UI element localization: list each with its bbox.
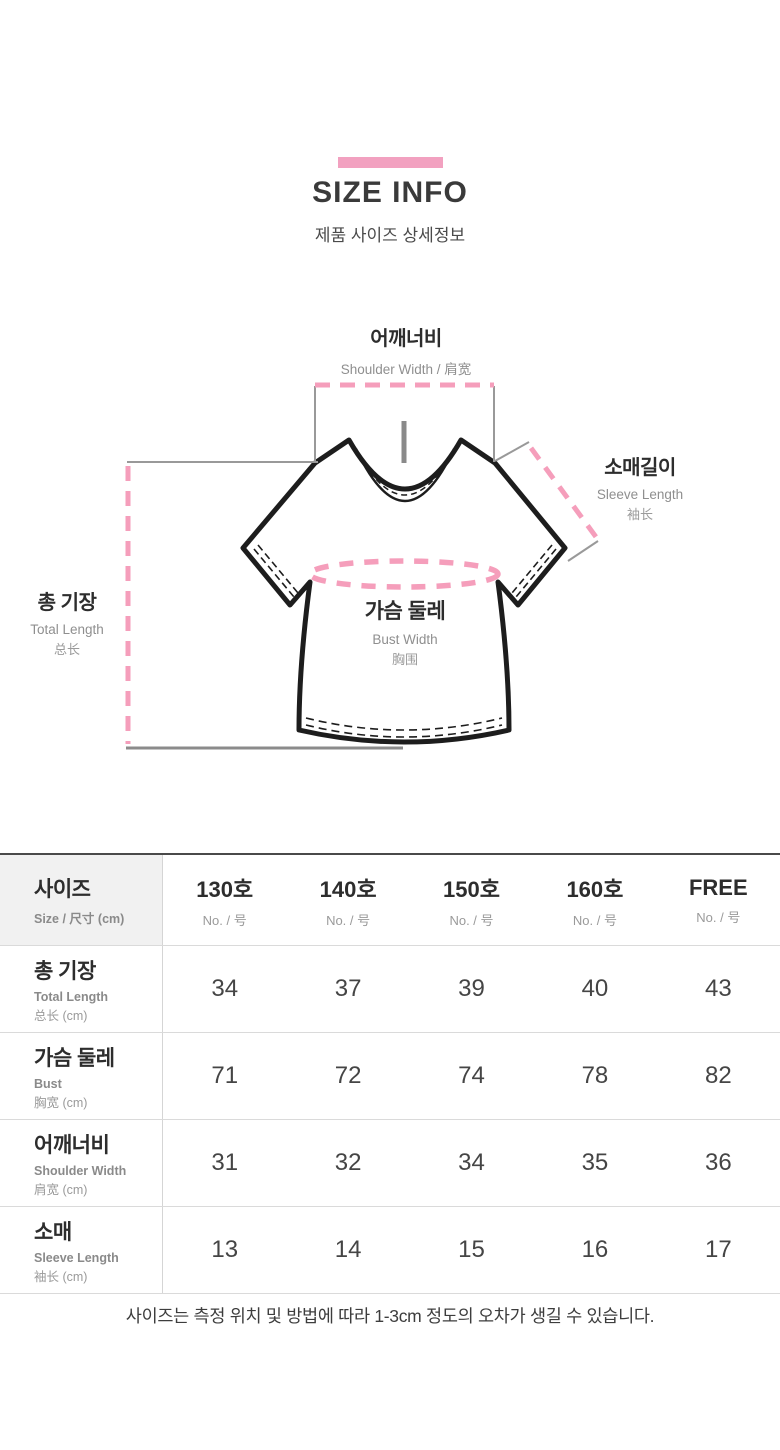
size-cell: 39 <box>458 975 485 1002</box>
sleeve-length-label: 소매길이 Sleeve Length 袖长 <box>597 451 683 523</box>
bust-width-label-ko: 가슴 둘레 <box>364 600 446 623</box>
column-header-sub: No. / 号 <box>202 912 247 928</box>
row-label: 소매 Sleeve Length 袖长 (cm) <box>0 1207 163 1293</box>
row-label: 총 기장 Total Length 总长 (cm) <box>0 946 163 1032</box>
tshirt-illustration <box>125 382 599 750</box>
column-header-name: 140호 <box>319 876 377 902</box>
row-label-zh: 总长 (cm) <box>34 1008 88 1023</box>
size-cell: 74 <box>458 1062 485 1089</box>
hem-stitch <box>305 717 503 738</box>
table-row-bust: 가슴 둘레 Bust 胸宽 (cm) 71 72 74 78 82 <box>0 1033 780 1120</box>
collar-inner-edge <box>354 448 456 503</box>
row-label: 어깨너비 Shoulder Width 肩宽 (cm) <box>0 1120 163 1206</box>
total-length-label-zh: 总长 <box>53 642 80 657</box>
column-header-150: 150호 No. / 号 <box>410 855 533 945</box>
column-header-140: 140호 No. / 号 <box>286 855 409 945</box>
table-header-row: 사이즈 Size / 尺寸 (cm) 130호 No. / 号 140호 No.… <box>0 855 780 946</box>
row-label-en: Bust <box>34 1076 62 1091</box>
table-header-size-cell: 사이즈 Size / 尺寸 (cm) <box>0 855 163 945</box>
row-label-ko: 총 기장 <box>34 959 96 983</box>
row-label-zh: 胸宽 (cm) <box>34 1095 88 1110</box>
shoulder-width-label: 어깨너비 Shoulder Width / 肩宽 <box>341 322 472 378</box>
row-label-en: Sleeve Length <box>34 1250 119 1265</box>
collar-stitch <box>353 445 457 496</box>
bust-width-label-zh: 胸围 <box>391 652 418 667</box>
table-row-sleeve: 소매 Sleeve Length 袖长 (cm) 13 14 15 16 17 <box>0 1207 780 1294</box>
row-label: 가슴 둘레 Bust 胸宽 (cm) <box>0 1033 163 1119</box>
row-label-ko: 어깨너비 <box>34 1133 110 1157</box>
column-header-160: 160호 No. / 号 <box>533 855 656 945</box>
column-header-name: 150호 <box>443 876 500 902</box>
size-header-ko: 사이즈 <box>34 878 91 901</box>
column-header-name: 130호 <box>196 876 254 902</box>
page-title: SIZE INFO <box>312 176 468 209</box>
column-header-130: 130호 No. / 号 <box>163 855 286 945</box>
column-header-sub: No. / 号 <box>326 912 371 928</box>
size-header-sub: Size / 尺寸 (cm) <box>34 912 125 926</box>
size-cell: 37 <box>334 975 362 1002</box>
table-row-total-length: 총 기장 Total Length 总长 (cm) 34 37 39 40 43 <box>0 946 780 1033</box>
size-cell: 40 <box>581 975 609 1002</box>
size-cell: 78 <box>581 1062 609 1089</box>
bust-width-label-en: Bust Width <box>372 632 438 647</box>
total-length-label-ko: 총 기장 <box>37 592 97 614</box>
accent-bar <box>338 157 443 168</box>
shoulder-width-label-ko: 어깨너비 <box>370 328 442 350</box>
size-cell: 31 <box>211 1149 239 1176</box>
size-cell: 72 <box>334 1062 362 1089</box>
size-cell: 32 <box>334 1149 362 1176</box>
total-length-label-en: Total Length <box>30 622 104 637</box>
size-cell: 71 <box>211 1062 239 1089</box>
row-label-ko: 가슴 둘레 <box>34 1046 115 1070</box>
size-cell: 17 <box>704 1236 732 1263</box>
size-cell: 43 <box>704 975 732 1002</box>
bust-measure-ellipse <box>307 558 501 590</box>
sleeve-length-label-zh: 袖长 <box>626 507 654 522</box>
sleeve-measure-line <box>528 446 599 539</box>
size-cell: 82 <box>704 1062 732 1089</box>
size-cell: 34 <box>458 1149 485 1176</box>
row-label-zh: 袖长 (cm) <box>34 1269 88 1284</box>
size-cell: 16 <box>581 1236 609 1263</box>
size-cell: 36 <box>704 1149 732 1176</box>
page-subtitle: 제품 사이즈 상세정보 <box>314 226 466 245</box>
size-cell: 34 <box>211 975 239 1002</box>
column-header-name: FREE <box>688 874 748 900</box>
row-label-en: Total Length <box>34 989 109 1004</box>
row-label-ko: 소매 <box>34 1220 72 1244</box>
size-cell: 14 <box>334 1236 362 1263</box>
sleeve-tick-top <box>494 441 530 462</box>
total-length-label: 총 기장 Total Length 总长 <box>30 586 104 658</box>
sleeve-tick-bottom <box>567 540 599 562</box>
column-header-sub: No. / 号 <box>696 909 741 925</box>
shirt-outline <box>240 437 568 745</box>
table-row-shoulder: 어깨너비 Shoulder Width 肩宽 (cm) 31 32 34 35 … <box>0 1120 780 1207</box>
column-header-sub: No. / 号 <box>449 912 494 928</box>
row-label-en: Shoulder Width <box>34 1163 127 1178</box>
size-note: 사이즈는 측정 위치 및 방법에 따라 1-3cm 정도의 오차가 생길 수 있… <box>125 1306 655 1326</box>
column-header-sub: No. / 号 <box>572 912 617 928</box>
sleeve-length-label-en: Sleeve Length <box>596 487 684 502</box>
column-header-free: FREE No. / 号 <box>657 855 780 945</box>
sleeve-length-label-ko: 소매길이 <box>604 457 676 479</box>
size-table: 사이즈 Size / 尺寸 (cm) 130호 No. / 号 140호 No.… <box>0 853 780 1294</box>
size-cell: 15 <box>458 1236 485 1263</box>
size-cell: 13 <box>211 1236 239 1263</box>
column-header-name: 160호 <box>566 876 624 902</box>
row-label-zh: 肩宽 (cm) <box>34 1182 88 1197</box>
shoulder-width-label-sub: Shoulder Width / 肩宽 <box>340 362 472 377</box>
size-cell: 35 <box>581 1149 609 1176</box>
bust-width-label: 가슴 둘레 Bust Width 胸围 <box>365 595 446 668</box>
